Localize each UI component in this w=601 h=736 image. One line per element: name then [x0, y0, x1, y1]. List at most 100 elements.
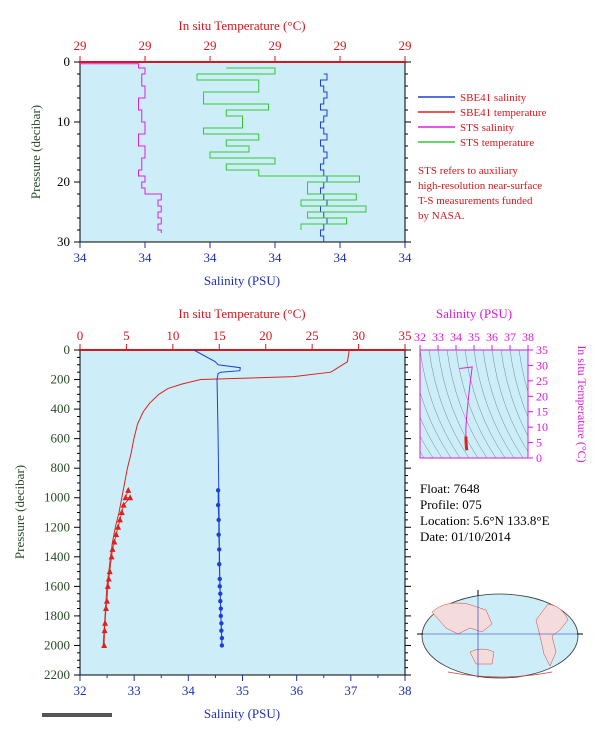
- main-top-tick-label: 30: [352, 328, 365, 343]
- ts-top-tick-label: 37: [504, 330, 516, 344]
- main-top-tick-label: 0: [77, 328, 84, 343]
- float-info: Float: 7648 Profile: 075 Location: 5.6°N…: [420, 481, 550, 544]
- top-y-tick-label: 0: [64, 54, 71, 69]
- ts-density-contour: [437, 350, 479, 458]
- main-plot-area: [79, 349, 406, 676]
- top-y-tick-label: 10: [57, 114, 70, 129]
- main-panel-bottom-ticks: 32 33 34 35 36 37 38: [74, 675, 412, 698]
- note-line-4: by NASA.: [418, 210, 465, 222]
- main-top-tick-label: 25: [306, 328, 319, 343]
- ts-top-tick-label: 38: [522, 330, 534, 344]
- ts-density-contour: [509, 350, 528, 418]
- ts-density-contour: [420, 350, 461, 458]
- main-y-tick-label: 200: [51, 372, 71, 387]
- ts-density-contour: [420, 435, 434, 458]
- main-y-tick-label: 2000: [44, 637, 70, 652]
- top-top-tick-label: 29: [204, 38, 217, 53]
- ts-right-tick-label: 35: [536, 343, 548, 357]
- top-top-tick-label: 29: [399, 38, 412, 53]
- main-y-tick-label: 1800: [44, 608, 70, 623]
- top-panel: In situ Temperature (°C) 29 29 29 29 29 29 34…: [28, 18, 547, 288]
- main-y-tick-label: 1600: [44, 578, 70, 593]
- top-legend: SBE41 salinity SBE41 temperature STS sal…: [418, 92, 547, 222]
- top-top-tick-label: 29: [334, 38, 347, 53]
- ts-panel-top-axis-title: Salinity (PSU): [436, 306, 512, 321]
- main-top-tick-label: 15: [213, 328, 226, 343]
- ts-top-tick-label: 35: [468, 330, 480, 344]
- top-y-tick-label: 30: [57, 234, 70, 249]
- map-land-americas: [535, 603, 569, 667]
- main-panel: In situ Temperature (°C) 0 5 10 15 20 25 30 35 …: [12, 306, 412, 721]
- main-series-temperature-bottle-samples--marker: [125, 486, 132, 493]
- ts-right-tick-label: 0: [536, 451, 542, 465]
- top-bottom-tick-label: 34: [74, 250, 88, 265]
- location-text: Location: 5.6°N 133.8°E: [420, 513, 550, 528]
- profile-text: Profile: 075: [420, 497, 482, 512]
- ts-density-contour: [464, 350, 506, 458]
- top-y-tick-label: 20: [57, 174, 70, 189]
- top-bottom-tick-label: 34: [399, 250, 413, 265]
- main-panel-top-ticks: 0 5 10 15 20 25 30 35: [77, 328, 412, 350]
- top-bottom-tick-label: 34: [204, 250, 218, 265]
- top-bottom-tick-label: 34: [334, 250, 348, 265]
- main-bottom-tick-label: 33: [128, 683, 141, 698]
- ts-plot-area: [419, 349, 529, 459]
- float-id-text: Float: 7648: [420, 481, 480, 496]
- main-top-tick-label: 35: [399, 328, 412, 343]
- main-bottom-tick-label: 37: [344, 683, 358, 698]
- main-top-tick-label: 10: [166, 328, 179, 343]
- ts-density-contour: [455, 350, 497, 458]
- main-y-tick-label: 1400: [44, 549, 70, 564]
- ts-density-contour: [420, 391, 452, 458]
- main-series-temperature-bottle-samples--line: [103, 490, 131, 646]
- top-panel-series: [80, 63, 367, 242]
- main-y-tick-label: 0: [64, 342, 71, 357]
- ts-panel-top-ticks: 32 33 34 35 36 37 38: [414, 330, 534, 350]
- ts-density-contours: [420, 350, 528, 458]
- top-panel-top-axis-title: In situ Temperature (°C): [178, 18, 305, 33]
- main-y-tick-label: 800: [51, 460, 71, 475]
- ts-top-tick-label: 33: [432, 330, 444, 344]
- top-top-tick-label: 29: [269, 38, 282, 53]
- top-panel-y-axis-title: Pressure (decibar): [28, 105, 43, 199]
- ts-density-contour: [446, 350, 488, 458]
- main-bottom-tick-label: 34: [182, 683, 196, 698]
- ts-top-tick-label: 36: [486, 330, 498, 344]
- main-y-tick-label: 1200: [44, 519, 70, 534]
- map-land-antarctica: [447, 671, 553, 678]
- date-text: Date: 01/10/2014: [420, 529, 511, 544]
- main-y-tick-label: 2200: [44, 667, 70, 682]
- ts-right-tick-label: 5: [536, 436, 542, 450]
- top-panel-y-ticks: 0 10 20 30: [57, 54, 411, 249]
- legend-label-sts-temperature: STS temperature: [460, 137, 534, 149]
- top-bottom-tick-label: 34: [139, 250, 153, 265]
- main-y-tick-label: 1000: [44, 490, 70, 505]
- ts-top-tick-label: 34: [450, 330, 462, 344]
- main-series-salinity-bottle-samples--line: [217, 490, 223, 646]
- note-line-1: STS refers to auxiliary: [418, 165, 518, 177]
- top-panel-top-ticks: 29 29 29 29 29 29: [74, 38, 412, 62]
- main-panel-y-ticks: 0 200 400 600 800 1000 1200 1400 1600 1800 2000 220…: [44, 342, 411, 682]
- main-bottom-tick-label: 36: [290, 683, 304, 698]
- top-series-sts-salinity: [80, 63, 162, 233]
- ts-density-contour: [420, 416, 443, 458]
- legend-label-sts-salinity: STS salinity: [460, 122, 515, 134]
- ts-density-contour: [527, 350, 528, 352]
- ts-density-contour: [473, 350, 515, 458]
- ts-right-tick-label: 15: [536, 405, 548, 419]
- ts-density-contour: [491, 350, 528, 453]
- main-top-tick-label: 20: [259, 328, 272, 343]
- main-panel-series: [101, 349, 350, 648]
- ts-density-contour: [500, 350, 528, 437]
- main-bottom-tick-label: 35: [236, 683, 249, 698]
- ts-top-tick-label: 32: [414, 330, 426, 344]
- legend-label-sbe41-temperature: SBE41 temperature: [460, 107, 547, 119]
- main-panel-bottom-axis-title: Salinity (PSU): [204, 706, 280, 721]
- footer-stamp: [42, 713, 112, 717]
- map-land-asia: [431, 602, 493, 635]
- main-series-temperature-bottle-samples--marker: [127, 494, 134, 501]
- top-panel-bottom-ticks: 34 34 34 34 34 34: [74, 242, 413, 265]
- main-bottom-tick-label: 32: [74, 683, 87, 698]
- ts-series-t-s-curve: [459, 366, 473, 437]
